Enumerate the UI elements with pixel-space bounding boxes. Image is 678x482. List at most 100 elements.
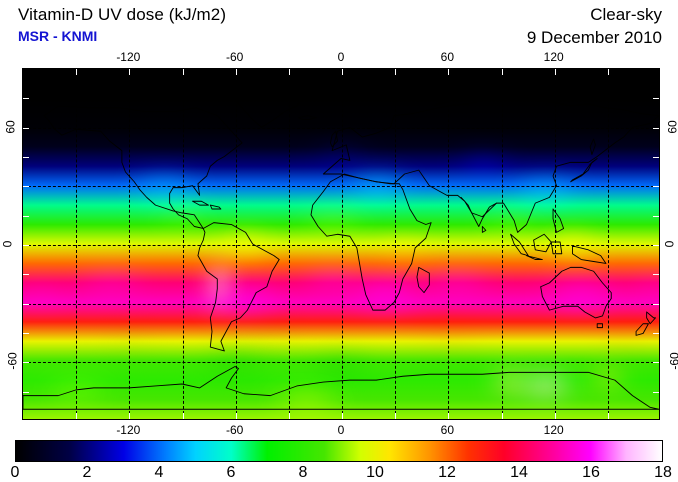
dose-anomaly-blob: [478, 211, 543, 240]
gridline-meridian: [554, 69, 556, 419]
axis-label-top-longitude: 60: [440, 50, 455, 64]
colorbar-tick-label: 2: [82, 464, 92, 481]
axis-label-left-latitude: 0: [0, 240, 15, 248]
dose-anomaly-blob: [404, 319, 493, 347]
axis-label-top-longitude: -60: [225, 50, 244, 64]
tick-left: [23, 245, 29, 246]
tick-bottom: [395, 413, 397, 419]
gridline-meridian: [607, 69, 609, 419]
axis-label-bottom-longitude: 120: [543, 423, 564, 437]
data-source-label: MSR - KNMI: [18, 28, 98, 44]
colorbar-tick-label: 12: [438, 464, 456, 481]
tick-right: [653, 333, 659, 334]
tick-right: [653, 245, 659, 246]
gridline-meridian: [288, 69, 290, 419]
tick-top: [501, 69, 503, 75]
dose-anomaly-blob: [70, 268, 153, 300]
page-title: Vitamin-D UV dose (kJ/m2): [18, 5, 227, 24]
axis-label-right-latitude: 0: [662, 240, 677, 248]
gridline-meridian: [129, 69, 131, 419]
colorbar: [15, 440, 663, 462]
tick-right: [653, 303, 659, 305]
tick-left: [23, 215, 29, 217]
tick-top: [288, 69, 290, 75]
tick-left: [23, 274, 29, 276]
tick-bottom: [182, 413, 184, 419]
gridline-meridian: [76, 69, 78, 419]
tick-right: [653, 274, 659, 276]
tick-right: [653, 391, 659, 393]
axis-label-bottom-longitude: 60: [440, 423, 455, 437]
gridline-parallel: [23, 245, 659, 246]
axis-label-bottom-longitude: -60: [225, 423, 244, 437]
tick-top: [607, 69, 609, 75]
dose-anomaly-blob: [297, 266, 369, 294]
date-label: 9 December 2010: [526, 28, 662, 47]
axis-label-top-longitude: 120: [543, 50, 564, 64]
colorbar-tick-label: 10: [366, 464, 384, 481]
gridline-parallel: [23, 303, 659, 305]
axis-label-left-latitude: -60: [5, 352, 20, 370]
dose-anomaly-blob: [416, 268, 498, 300]
gridline-meridian: [342, 69, 343, 419]
colorbar-tick-label: 6: [226, 464, 236, 481]
colorbar-tick-label: 18: [654, 464, 672, 481]
axis-label-left-latitude: 60: [3, 119, 18, 134]
gridline-meridian: [235, 69, 237, 419]
tick-top: [182, 69, 184, 75]
tick-bottom: [288, 413, 290, 419]
dose-anomaly-blob: [510, 176, 582, 204]
tick-left: [23, 333, 29, 334]
axis-label-bottom-longitude: -120: [116, 423, 141, 437]
axis-label-bottom-longitude: 0: [337, 423, 345, 437]
colorbar-tick-label: 8: [298, 464, 308, 481]
sky-condition-label: Clear-sky: [590, 5, 662, 24]
uv-dose-heatmap: [23, 69, 659, 419]
tick-bottom: [554, 413, 556, 419]
tick-right: [653, 215, 659, 217]
dose-anomaly-blob: [538, 278, 624, 310]
map-plot-area: [22, 68, 660, 420]
axis-label-top-longitude: -120: [116, 50, 141, 64]
tick-bottom: [607, 413, 609, 419]
tick-left: [23, 391, 29, 393]
tick-left: [23, 157, 29, 158]
colorbar-gradient: [16, 441, 662, 461]
tick-top: [395, 69, 397, 75]
tick-left: [23, 362, 29, 364]
tick-right: [653, 98, 659, 100]
tick-bottom: [235, 413, 237, 419]
gridline-meridian: [448, 69, 450, 419]
gridline-meridian: [501, 69, 503, 419]
tick-bottom: [342, 413, 343, 419]
colorbar-tick-label: 4: [154, 464, 164, 481]
tick-left: [23, 98, 29, 100]
tick-left: [23, 303, 29, 305]
tick-left: [23, 127, 29, 129]
tick-right: [653, 127, 659, 129]
tick-bottom: [448, 413, 450, 419]
colorbar-tick-label: 14: [510, 464, 528, 481]
tick-top: [554, 69, 556, 75]
tick-left: [23, 186, 29, 188]
tick-right: [653, 186, 659, 188]
dose-anomaly-blob: [23, 280, 71, 308]
tick-top: [129, 69, 131, 75]
dose-anomaly-blob: [297, 207, 369, 236]
dose-anomaly-blob: [590, 319, 659, 347]
tick-right: [653, 157, 659, 158]
tick-top: [448, 69, 450, 75]
gridline-parallel: [23, 362, 659, 364]
gridline-parallel: [23, 186, 659, 188]
tick-bottom: [76, 413, 78, 419]
axis-label-right-latitude: 60: [665, 119, 678, 134]
gridline-meridian: [182, 69, 184, 419]
tick-bottom: [129, 413, 131, 419]
dose-anomaly-blob: [487, 370, 534, 394]
dose-anomaly-blob: [377, 239, 431, 271]
tick-bottom: [501, 413, 503, 419]
gridline-parallel: [23, 127, 659, 129]
dose-anomaly-blob: [265, 387, 348, 416]
tick-top: [342, 69, 343, 75]
